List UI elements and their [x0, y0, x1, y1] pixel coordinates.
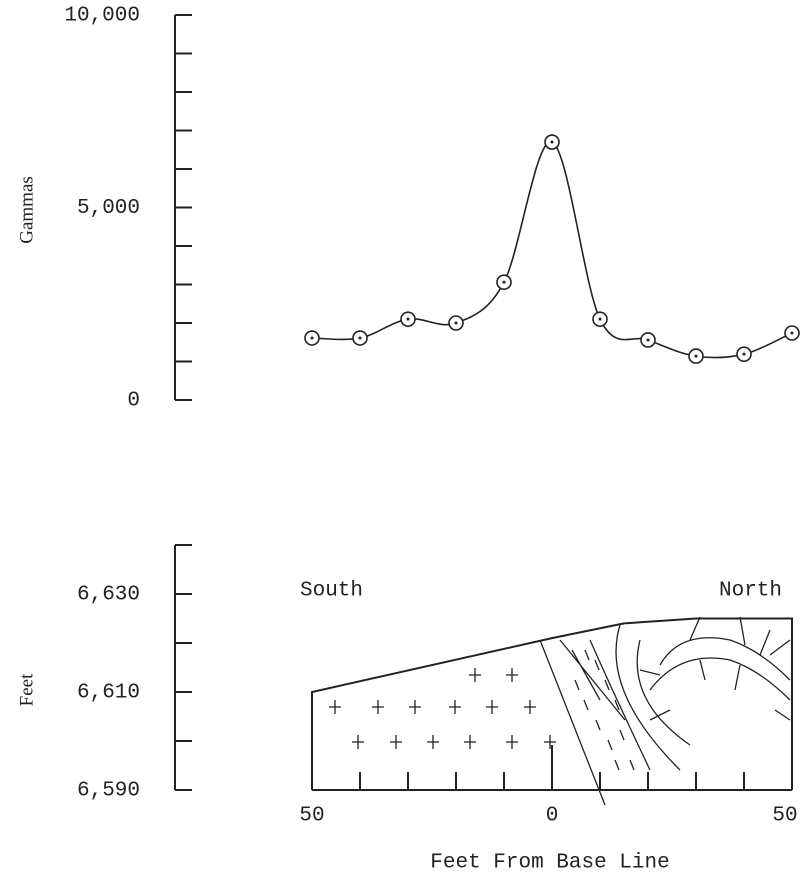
- x-tick-label: 50: [772, 805, 797, 828]
- y-tick-label: 6,610: [77, 682, 140, 705]
- y-tick-label: 10,000: [64, 5, 140, 28]
- point-dot: [694, 354, 698, 358]
- surface: [311, 617, 793, 790]
- annotation: South: [300, 580, 363, 603]
- line: [311, 141, 793, 359]
- y-axis-title: Feet: [16, 673, 37, 706]
- x-tick-label: 50: [299, 805, 324, 828]
- point-dot: [358, 336, 362, 340]
- point-dot: [646, 338, 650, 342]
- y-tick-label: 0: [127, 390, 140, 413]
- point-dot: [742, 352, 746, 356]
- point-dot: [454, 321, 458, 325]
- y-tick-label: 5,000: [77, 197, 140, 220]
- x-axis-title: Feet From Base Line: [430, 852, 669, 875]
- point-dot: [502, 280, 506, 284]
- point-dot: [790, 331, 794, 335]
- y-tick-label: 6,590: [77, 780, 140, 803]
- point-dot: [310, 336, 314, 340]
- x-tick-label: 0: [546, 805, 559, 828]
- point-dot: [550, 140, 554, 144]
- rock-pattern: [329, 616, 791, 806]
- y-axis-title: Gammas: [16, 176, 37, 244]
- point-dot: [406, 317, 410, 321]
- annotation: North: [719, 580, 782, 603]
- point-dot: [598, 317, 602, 321]
- y-tick-label: 6,630: [77, 584, 140, 607]
